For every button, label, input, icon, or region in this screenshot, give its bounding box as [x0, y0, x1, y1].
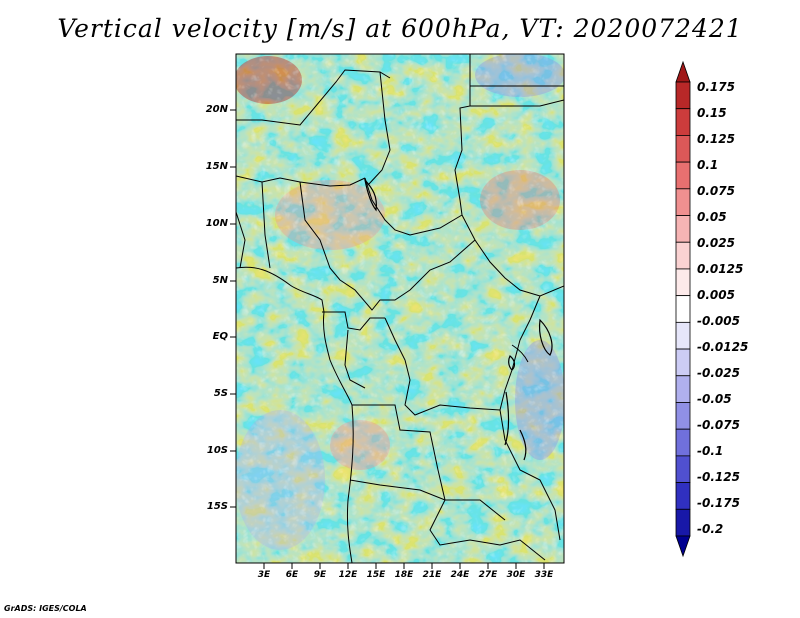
colorbar-label: -0.05 [697, 392, 732, 406]
lon-label: 24E [450, 570, 470, 580]
colorbar-segment [675, 482, 691, 510]
colorbar-label: -0.025 [697, 366, 740, 380]
colorbar-segment [675, 60, 691, 83]
lat-label: 10N [205, 218, 228, 229]
country-borders [236, 54, 564, 563]
lon-label: 27E [478, 570, 498, 580]
colorbar-segment [675, 428, 691, 457]
colorbar-segment [675, 108, 691, 136]
lon-label: 6E [285, 570, 299, 580]
lat-label: 15S [206, 501, 228, 512]
colorbar-segment [675, 535, 691, 558]
colorbar-label: 0.05 [697, 210, 727, 224]
colorbar-label: 0.15 [697, 106, 727, 120]
lat-label: 15N [205, 161, 228, 172]
colorbar-segment [675, 135, 691, 163]
lat-label: 20N [205, 104, 228, 115]
lon-label: 12E [338, 570, 358, 580]
colorbar-segment [675, 375, 691, 403]
lon-label: 3E [257, 570, 271, 580]
colorbar-label: -0.005 [697, 314, 740, 328]
colorbar-label: -0.075 [697, 418, 740, 432]
colorbar-label: -0.1 [697, 444, 724, 458]
lon-label: 9E [313, 570, 327, 580]
lon-label: 18E [394, 570, 414, 580]
colorbar-segment [675, 241, 691, 270]
colorbar-label: -0.175 [697, 496, 740, 510]
lat-label: 10S [206, 445, 228, 456]
lat-label: 5N [212, 275, 228, 286]
colorbar-segment [675, 348, 691, 377]
colorbar-segment [675, 295, 691, 323]
lon-label: 21E [422, 570, 442, 580]
colorbar-label: 0.075 [697, 184, 735, 198]
colorbar-segment [675, 188, 691, 216]
colorbar-segment [675, 402, 691, 430]
map-title: Vertical velocity [m/s] at 600hPa, VT: 2… [57, 14, 743, 43]
colorbar-label: 0.1 [697, 158, 719, 172]
lon-label: 33E [534, 570, 554, 580]
lon-label: 30E [506, 570, 526, 580]
footer-credit: GrADS: IGES/COLA [4, 604, 87, 613]
colorbar-segment [675, 455, 691, 483]
lakes [363, 177, 553, 461]
lon-label: 15E [366, 570, 386, 580]
colorbar-label: 0.175 [697, 80, 735, 94]
velocity-field [236, 54, 564, 563]
colorbar-label: 0.005 [697, 288, 735, 302]
colorbar-segment [675, 321, 691, 350]
colorbar-label: -0.2 [697, 522, 724, 536]
colorbar-label: 0.025 [697, 236, 735, 250]
colorbar-label: 0.125 [697, 132, 735, 146]
colorbar-segment [675, 215, 691, 243]
colorbar-segment [675, 268, 691, 297]
colorbar-segment [675, 81, 691, 110]
colorbar-segment [675, 508, 691, 537]
colorbar [675, 60, 691, 558]
colorbar-label: 0.0125 [697, 262, 744, 276]
lat-label: 5S [213, 388, 228, 399]
colorbar-segment [675, 161, 691, 190]
colorbar-label: -0.125 [697, 470, 740, 484]
colorbar-label: -0.0125 [697, 340, 749, 354]
lat-label: EQ [212, 331, 228, 342]
axis-ticks [230, 109, 545, 569]
map-frame [235, 53, 565, 564]
